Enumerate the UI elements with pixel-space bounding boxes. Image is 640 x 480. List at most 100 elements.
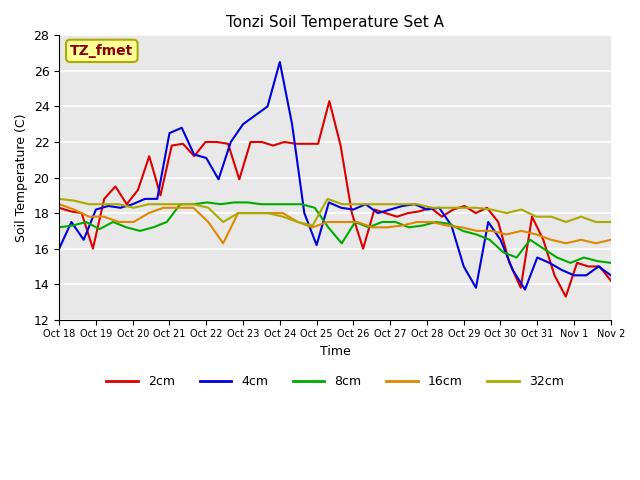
2cm xyxy=(100,196,108,202)
32cm xyxy=(502,210,510,216)
8cm xyxy=(459,228,467,234)
Y-axis label: Soil Temperature (C): Soil Temperature (C) xyxy=(15,113,28,242)
2cm xyxy=(326,98,333,104)
16cm xyxy=(502,231,510,237)
16cm xyxy=(473,228,481,234)
32cm xyxy=(85,201,93,207)
8cm xyxy=(177,201,184,207)
2cm xyxy=(191,153,198,159)
2cm xyxy=(359,246,367,252)
8cm xyxy=(445,221,453,227)
16cm xyxy=(398,223,406,228)
16cm xyxy=(563,240,570,246)
Text: TZ_fmet: TZ_fmet xyxy=(70,44,133,58)
2cm xyxy=(269,143,277,148)
32cm xyxy=(130,205,138,211)
32cm xyxy=(160,201,168,207)
2cm xyxy=(483,205,491,211)
32cm xyxy=(473,205,481,211)
Legend: 2cm, 4cm, 8cm, 16cm, 32cm: 2cm, 4cm, 8cm, 16cm, 32cm xyxy=(101,370,568,393)
16cm xyxy=(339,219,346,225)
2cm xyxy=(55,205,63,211)
4cm xyxy=(178,125,186,131)
32cm xyxy=(324,196,332,202)
4cm xyxy=(362,201,369,207)
8cm xyxy=(68,223,76,228)
4cm xyxy=(533,255,541,261)
4cm xyxy=(460,264,468,269)
16cm xyxy=(532,231,540,237)
16cm xyxy=(55,201,63,207)
2cm xyxy=(517,285,525,291)
32cm xyxy=(532,214,540,219)
8cm xyxy=(607,260,614,266)
16cm xyxy=(160,205,168,211)
16cm xyxy=(607,237,614,243)
2cm xyxy=(258,139,266,145)
16cm xyxy=(592,240,600,246)
16cm xyxy=(234,210,242,216)
8cm xyxy=(244,200,252,205)
8cm xyxy=(338,240,346,246)
4cm xyxy=(595,264,602,269)
4cm xyxy=(337,205,345,211)
8cm xyxy=(311,205,319,211)
4cm xyxy=(301,210,308,216)
4cm xyxy=(92,207,100,213)
32cm xyxy=(369,201,376,207)
32cm xyxy=(308,223,316,228)
8cm xyxy=(271,201,278,207)
16cm xyxy=(130,219,138,225)
4cm xyxy=(154,196,161,202)
4cm xyxy=(472,285,480,291)
16cm xyxy=(100,214,108,219)
2cm xyxy=(382,210,390,216)
4cm xyxy=(570,273,578,278)
2cm xyxy=(111,183,119,189)
8cm xyxy=(298,201,305,207)
8cm xyxy=(123,225,131,230)
32cm xyxy=(249,210,257,216)
16cm xyxy=(547,237,555,243)
32cm xyxy=(592,219,600,225)
2cm xyxy=(292,141,300,147)
4cm xyxy=(80,237,88,243)
4cm xyxy=(68,219,76,225)
8cm xyxy=(109,219,117,225)
8cm xyxy=(82,219,90,225)
4cm xyxy=(374,210,381,216)
8cm xyxy=(284,201,292,207)
2cm xyxy=(280,139,288,145)
32cm xyxy=(518,207,525,213)
8cm xyxy=(580,255,588,261)
2cm xyxy=(427,205,435,211)
8cm xyxy=(150,225,157,230)
2cm xyxy=(393,214,401,219)
4cm xyxy=(607,273,614,278)
8cm xyxy=(378,219,386,225)
16cm xyxy=(443,223,451,228)
16cm xyxy=(220,240,227,246)
32cm xyxy=(175,201,182,207)
4cm xyxy=(435,205,443,211)
2cm xyxy=(123,201,131,207)
4cm xyxy=(399,203,406,209)
16cm xyxy=(413,219,421,225)
8cm xyxy=(324,225,332,230)
16cm xyxy=(279,210,287,216)
4cm xyxy=(166,130,173,136)
2cm xyxy=(179,141,187,147)
2cm xyxy=(145,153,153,159)
16cm xyxy=(577,237,585,243)
2cm xyxy=(213,139,221,145)
4cm xyxy=(582,273,590,278)
2cm xyxy=(134,187,142,193)
32cm xyxy=(264,210,272,216)
8cm xyxy=(204,200,211,205)
16cm xyxy=(70,207,78,213)
2cm xyxy=(404,210,412,216)
2cm xyxy=(528,214,536,219)
16cm xyxy=(369,225,376,230)
4cm xyxy=(447,223,455,228)
4cm xyxy=(190,152,198,157)
